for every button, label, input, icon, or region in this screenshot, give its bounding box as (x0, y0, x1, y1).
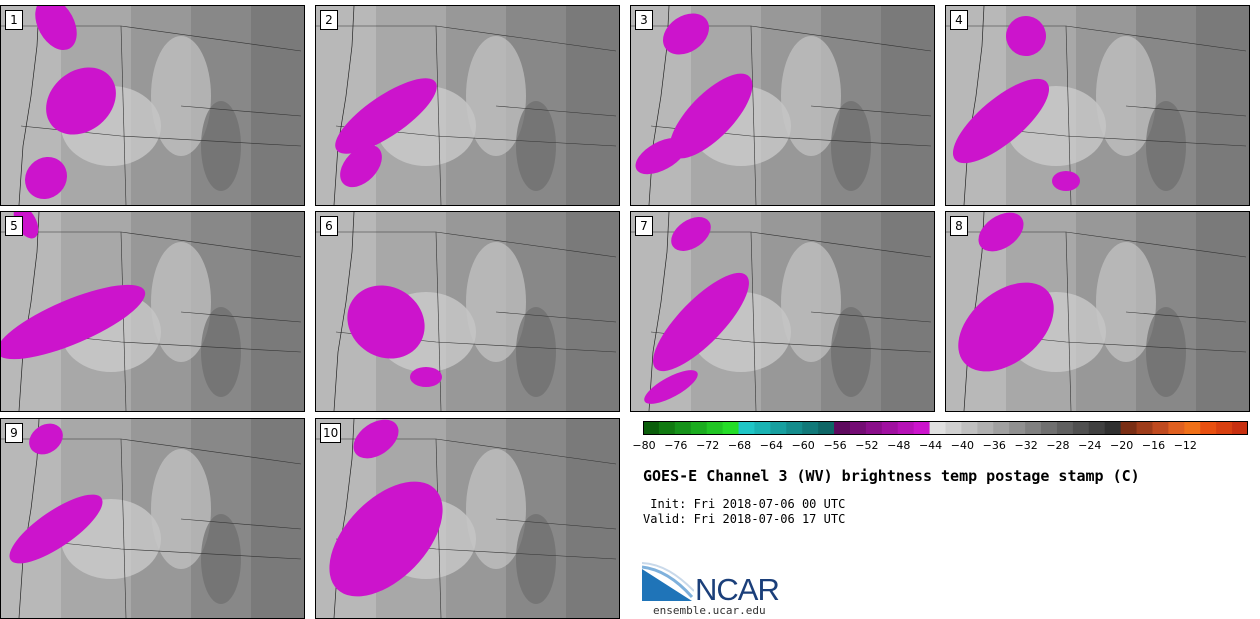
panel-label: 6 (320, 216, 338, 236)
colorbar-tick-label: −48 (887, 439, 911, 452)
satellite-image (1, 212, 304, 411)
satellite-image (631, 212, 934, 411)
satellite-image (1, 419, 304, 618)
colorbar-swatch (1088, 421, 1106, 435)
map-panel-3: 3 (630, 5, 935, 206)
map-panel-1: 1 (0, 5, 305, 206)
colorbar-swatch (1104, 421, 1122, 435)
satellite-image (946, 212, 1249, 411)
panel-label: 7 (635, 216, 653, 236)
colorbar-swatch (1184, 421, 1201, 435)
colorbar-swatch (1009, 421, 1026, 435)
colorbar-swatch (1025, 421, 1042, 435)
map-panel-9: 9 (0, 418, 305, 619)
valid-time: Valid: Fri 2018-07-06 17 UTC (643, 512, 846, 526)
colorbar-swatch (1168, 421, 1185, 435)
colorbar-ticks: −80 −76 −72 −68 −64 −60 −56 −52 −48 −44 −40 −36 −32−… (632, 439, 1248, 455)
colorbar-swatch (818, 421, 835, 435)
colorbar-tick-label: −68 (727, 439, 752, 452)
colorbar-swatch (674, 421, 692, 435)
colorbar-swatch (754, 421, 771, 435)
panel-label: 2 (320, 10, 338, 30)
colorbar-swatch (770, 421, 787, 435)
colorbar-swatch (802, 421, 819, 435)
colorbar-swatch (786, 421, 803, 435)
colorbar-swatch (1200, 421, 1217, 435)
colorbar-tick-label: −76 (664, 439, 688, 452)
map-panel-6: 6 (315, 211, 620, 412)
ncar-logo-icon (642, 561, 694, 603)
colorbar-tick-label: −44 (918, 439, 943, 452)
colorbar-swatch (1056, 421, 1074, 435)
colorbar-tick-label: −36 (982, 439, 1006, 452)
colorbar-tick-label: −72 (696, 439, 720, 452)
panel-label: 3 (635, 10, 653, 30)
panel-label: 1 (5, 10, 23, 30)
colorbar-swatch (834, 421, 851, 435)
colorbar-swatch (977, 421, 994, 435)
colorbar-swatch (913, 421, 931, 435)
colorbar-swatch (722, 421, 740, 435)
colorbar-tick-label: −16 (1141, 439, 1166, 452)
colorbar-swatch (1216, 421, 1233, 435)
colorbar-swatch (865, 421, 883, 435)
colorbar-swatch (993, 421, 1010, 435)
colorbar-tick-label: −40 (950, 439, 975, 452)
colorbar-swatch (1232, 421, 1248, 435)
colorbar-tick-label: −28 (1046, 439, 1070, 452)
map-panel-5: 5 (0, 211, 305, 412)
logo-wordmark: NCAR (695, 572, 780, 607)
chart-title: GOES-E Channel 3 (WV) brightness temp po… (643, 467, 1140, 485)
colorbar-tick-label: −12 (1173, 439, 1197, 452)
colorbar-tick-label: −60 (791, 439, 815, 452)
map-panel-2: 2 (315, 5, 620, 206)
colorbar-swatch (706, 421, 724, 435)
colorbar-tick-label: −80 (632, 439, 656, 452)
colorbar-swatch (897, 421, 915, 435)
colorbar-swatch (1136, 421, 1153, 435)
init-time: Init: Fri 2018-07-06 00 UTC (643, 497, 846, 511)
colorbar-tick-label: −52 (855, 439, 879, 452)
panel-label: 9 (5, 423, 23, 443)
map-panel-10: 10 (315, 418, 620, 619)
colorbar-swatch (658, 421, 676, 435)
colorbar-swatch (1041, 421, 1058, 435)
satellite-image (631, 6, 934, 205)
colorbar-swatch (1152, 421, 1169, 435)
colorbar-tick-label: −20 (1110, 439, 1134, 452)
colorbar-tick-label: −64 (759, 439, 783, 452)
panel-label: 4 (950, 10, 968, 30)
colorbar-swatch (738, 421, 755, 435)
panel-label: 5 (5, 216, 23, 236)
colorbar-tick-label: −56 (823, 439, 847, 452)
colorbar-swatch (929, 421, 946, 435)
colorbar-swatch (1120, 421, 1138, 435)
colorbar-swatch (849, 421, 867, 435)
colorbar-swatch (881, 421, 899, 435)
colorbar-tick-label: −24 (1078, 439, 1102, 452)
colorbar-swatch (1072, 421, 1090, 435)
map-panel-4: 4 (945, 5, 1250, 206)
map-panel-8: 8 (945, 211, 1250, 412)
satellite-image (316, 212, 619, 411)
colorbar-swatch (945, 421, 962, 435)
satellite-image (316, 6, 619, 205)
site-url: ensemble.ucar.edu (653, 604, 766, 617)
colorbar-swatch (690, 421, 708, 435)
map-panel-7: 7 (630, 211, 935, 412)
panel-label: 10 (320, 423, 342, 443)
satellite-image (316, 419, 619, 618)
colorbar-swatch (643, 421, 660, 435)
colorbar-tick-label: −32 (1014, 439, 1038, 452)
colorbar (643, 421, 1248, 435)
colorbar-swatch (961, 421, 978, 435)
panel-label: 8 (950, 216, 968, 236)
satellite-image (946, 6, 1249, 205)
satellite-image (1, 6, 304, 205)
